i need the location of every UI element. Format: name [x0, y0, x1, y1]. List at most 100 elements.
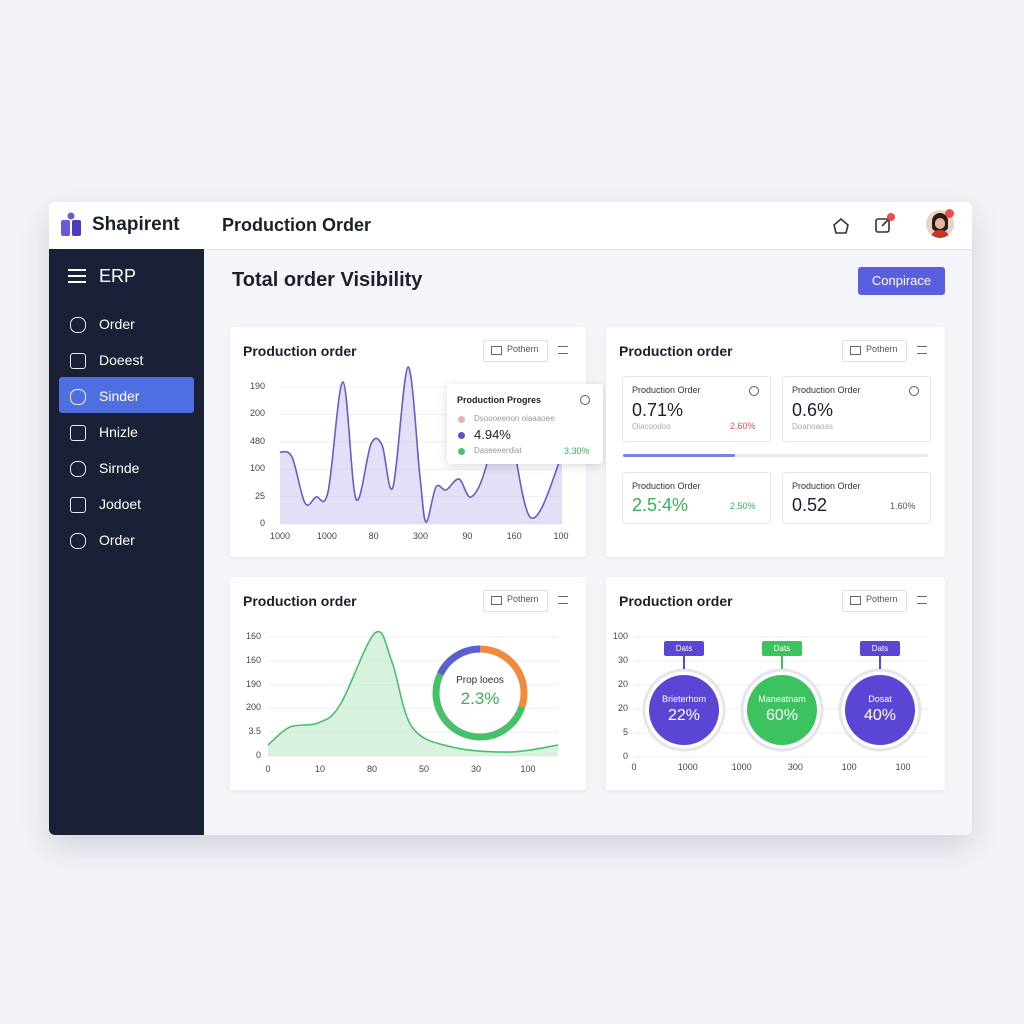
y-tick-label: 100	[612, 631, 628, 641]
y-tick-label: 160	[245, 654, 261, 665]
panel-card	[606, 327, 945, 557]
y-tick-label: 480	[249, 435, 265, 446]
x-tick-label: 100	[841, 762, 857, 772]
x-tick-label: 90	[462, 531, 473, 541]
sidebar-item[interactable]: Order	[99, 316, 135, 332]
edit-icon[interactable]	[873, 212, 897, 236]
x-tick-label: 50	[418, 764, 429, 774]
x-tick-label: 300	[787, 762, 803, 772]
panel-button-label[interactable]: Pothern	[507, 594, 539, 604]
panel-button-icon	[850, 346, 861, 355]
stat-value: 0.6%	[792, 400, 834, 420]
tooltip-dot	[458, 448, 465, 455]
stat-icon	[749, 386, 759, 396]
sidebar-item[interactable]: Order	[99, 532, 135, 548]
stat-delta: 1.60%	[890, 501, 916, 511]
stat-delta: 2.50%	[730, 501, 756, 511]
tooltip-row-label: Dsoooeeoon oiaaaoee	[474, 414, 555, 423]
panel-title: Production order	[243, 593, 357, 609]
y-tick-label: 30	[617, 655, 628, 665]
tooltip-row-label: 4.94%	[474, 427, 511, 442]
panel-button-label[interactable]: Pothern	[866, 594, 898, 604]
bubble-label: Maneatnam	[758, 694, 806, 704]
tooltip-row-label: Daseeeerdiat	[474, 446, 522, 455]
sidebar-item[interactable]: Hnizle	[99, 424, 138, 440]
bubble-value: 22%	[667, 707, 701, 724]
panel-button[interactable]	[483, 340, 548, 362]
sidebar-item[interactable]: Sinder	[99, 388, 140, 404]
stat-value: 0.52	[792, 495, 828, 515]
y-tick-label: 0	[259, 518, 265, 528]
panel-button-label[interactable]: Pothern	[866, 344, 898, 354]
tooltip-dot	[458, 432, 465, 439]
panel-filter-icon[interactable]	[917, 596, 927, 604]
donut-bg	[432, 645, 528, 741]
panel-button[interactable]	[842, 590, 907, 612]
panel-filter-icon[interactable]	[558, 596, 568, 604]
brand-name: Shapirent	[92, 214, 180, 235]
x-tick-label: 100	[895, 762, 911, 772]
stat-label: Production Order	[792, 481, 861, 491]
x-tick-label: 10	[314, 764, 325, 774]
menu-icon[interactable]	[67, 268, 87, 284]
sidebar-item[interactable]: Sirnde	[99, 460, 140, 476]
stat-card	[782, 376, 931, 442]
panel-button[interactable]	[483, 590, 548, 612]
x-tick-label: 0	[265, 764, 271, 774]
sidebar-item[interactable]: Jodoet	[99, 496, 142, 512]
content-title: Total order Visibility	[232, 269, 423, 291]
bubble-value: 40%	[863, 707, 897, 724]
y-tick-label: 160	[245, 631, 261, 641]
y-tick-label: 20	[617, 703, 628, 713]
bubble-value: 60%	[765, 707, 799, 724]
stat-card	[782, 472, 931, 524]
home-icon[interactable]	[831, 216, 851, 236]
panel-button-icon	[850, 596, 861, 605]
donut-arc	[432, 645, 528, 741]
x-tick-label: 1000	[316, 531, 337, 541]
area-fill	[280, 366, 562, 524]
y-tick-label: 0	[255, 750, 261, 760]
sidebar-icon	[70, 533, 86, 549]
y-tick-label: 3.5	[248, 726, 261, 737]
panel-graphic	[634, 636, 928, 758]
panel-button-icon	[491, 346, 502, 355]
bubble-tag: Dats	[762, 641, 802, 656]
page-header-title: Production Order	[222, 215, 372, 235]
y-tick-label: 190	[245, 678, 261, 689]
bubble-tag: Dats	[664, 641, 704, 656]
bubble-label: Brieterhom	[661, 694, 706, 704]
panel-title: Production order	[619, 343, 733, 359]
donut-arc	[432, 645, 528, 741]
bubble	[845, 675, 915, 745]
primary-button[interactable]: Conpirace	[858, 267, 945, 295]
donut-label: Prop loeos	[456, 675, 504, 686]
bubble-tag: Dats	[860, 641, 900, 656]
stat-icon	[909, 386, 919, 396]
panel-filter-icon[interactable]	[917, 346, 927, 354]
panel-button-label[interactable]: Pothern	[507, 344, 539, 354]
x-tick-label: 80	[368, 531, 379, 541]
sidebar-icon	[70, 353, 86, 369]
x-tick-label: 300	[412, 531, 429, 541]
panel-button-icon	[491, 596, 502, 605]
stat-card	[622, 472, 771, 524]
stat-label: Production Order	[792, 385, 861, 395]
line-curve	[279, 366, 563, 523]
top-bar: Shapirent Production Order	[49, 202, 972, 250]
y-tick-label: 0	[622, 751, 628, 761]
tooltip-row-value: 3.30%	[564, 446, 590, 456]
stat-sub: Oiacoodoo	[632, 422, 671, 431]
panel-graphic	[267, 630, 559, 757]
stat-label: Production Order	[632, 385, 701, 395]
x-tick-label: 100	[520, 764, 536, 774]
tooltip-title: Production Progres	[457, 395, 542, 405]
y-tick-label: 25	[254, 490, 265, 501]
y-tick-label: 200	[249, 408, 265, 419]
panel-filter-icon[interactable]	[558, 346, 568, 354]
panel-button[interactable]	[842, 340, 907, 362]
line-curve	[267, 630, 559, 753]
sidebar-item[interactable]: Doeest	[99, 352, 144, 368]
sidebar-title: ERP	[99, 266, 137, 286]
